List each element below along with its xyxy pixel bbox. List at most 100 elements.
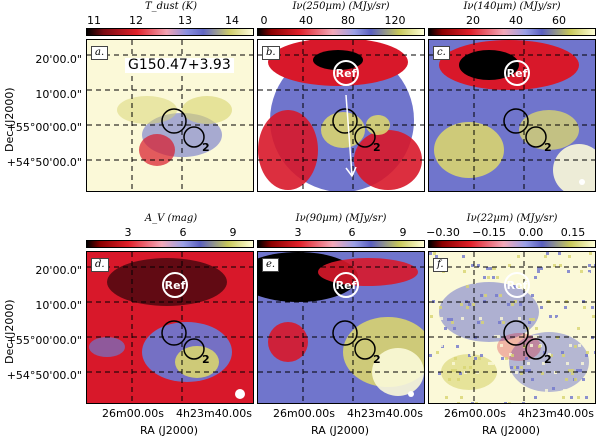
region-circle-2	[525, 126, 547, 148]
map-noise-pixel	[443, 272, 446, 275]
map-noise-pixel	[538, 345, 541, 348]
map-noise-pixel	[443, 335, 446, 338]
map-emission-region	[321, 112, 365, 148]
map-noise-pixel	[540, 267, 543, 270]
map-noise-pixel	[580, 270, 583, 273]
ytick-r2-3: +54°50'00.0"	[6, 369, 82, 382]
cbar-title-a: T_dust (K)	[144, 1, 198, 12]
region-circle-2	[525, 338, 547, 360]
panel-c: 2 Ref c.	[428, 39, 596, 192]
map-noise-pixel	[579, 369, 582, 372]
map-emission-region	[182, 96, 232, 124]
map-noise-pixel	[591, 306, 594, 309]
colorbar-c	[428, 28, 596, 36]
map-noise-pixel	[559, 264, 562, 267]
cut-arrow-head	[345, 166, 357, 178]
cbar-tick-f-3: 0.15	[560, 226, 586, 239]
map-emission-region	[434, 122, 504, 178]
cbar-title-f: Iν(22µm) (MJy/sr)	[466, 213, 558, 224]
map-noise-pixel	[517, 285, 520, 288]
map-noise-pixel	[589, 252, 592, 255]
map-noise-pixel	[568, 255, 571, 258]
map-noise-pixel	[545, 389, 548, 392]
map-noise-pixel	[478, 357, 481, 360]
map-noise-pixel	[587, 272, 590, 275]
map-noise-pixel	[498, 321, 501, 324]
panel-a: 2 a. G150.47+3.93	[86, 39, 254, 192]
beam-size-marker	[235, 389, 245, 399]
reference-region-circle	[333, 272, 359, 298]
region-circle-1	[503, 320, 529, 346]
reference-region-circle	[504, 272, 530, 298]
map-noise-pixel	[565, 378, 568, 381]
map-noise-pixel	[494, 389, 497, 392]
map-noise-pixel	[449, 344, 452, 347]
map-noise-pixel	[463, 366, 466, 369]
ytick-r1-1: 10'00.0"	[35, 88, 82, 101]
map-noise-pixel	[467, 281, 470, 284]
panel-c-map: 2 Ref	[429, 40, 595, 191]
map-noise-pixel	[550, 354, 553, 357]
map-noise-pixel	[459, 372, 462, 375]
map-noise-pixel	[577, 396, 580, 399]
colorbar-f	[428, 240, 596, 248]
map-noise-pixel	[528, 321, 531, 324]
map-noise-pixel	[507, 303, 510, 306]
map-noise-pixel	[583, 306, 586, 309]
xtick-f-0: 26m00.00s	[444, 407, 506, 420]
map-noise-pixel	[514, 300, 517, 303]
map-noise-pixel	[448, 378, 451, 381]
map-noise-pixel	[531, 378, 534, 381]
map-noise-pixel	[488, 344, 491, 347]
map-noise-pixel	[457, 402, 460, 403]
map-noise-pixel	[431, 353, 434, 356]
map-noise-pixel	[480, 354, 483, 357]
map-noise-pixel	[471, 264, 474, 267]
panel-c-letter: c.	[433, 46, 450, 60]
cbar-tick-d-1: 6	[179, 226, 187, 239]
map-noise-pixel	[437, 362, 440, 365]
map-noise-pixel	[495, 294, 498, 297]
beam-size-marker	[579, 179, 585, 185]
map-noise-pixel	[571, 369, 574, 372]
map-noise-pixel	[491, 344, 494, 347]
map-noise-pixel	[594, 351, 595, 354]
map-noise-pixel	[444, 327, 447, 330]
colorbar-a	[86, 28, 254, 36]
map-noise-pixel	[525, 357, 528, 360]
map-noise-pixel	[542, 362, 545, 365]
cbar-tick-e-0: 3	[294, 226, 302, 239]
map-noise-pixel	[511, 303, 514, 306]
colorbar-b	[257, 28, 425, 36]
map-noise-pixel	[480, 294, 483, 297]
cbar-tick-f-2: 0.00	[518, 226, 544, 239]
map-noise-pixel	[557, 281, 560, 284]
map-noise-pixel	[530, 344, 533, 347]
map-noise-pixel	[534, 396, 537, 399]
map-noise-pixel	[503, 362, 506, 365]
map-noise-pixel	[546, 252, 549, 255]
panel-f-map: 2 Ref	[429, 252, 595, 403]
map-noise-pixel	[506, 281, 509, 284]
region-circle-1	[503, 108, 529, 134]
map-noise-pixel	[581, 362, 584, 365]
map-noise-pixel	[492, 276, 495, 279]
cbar-tick-a-0: 11	[87, 14, 101, 27]
map-noise-pixel	[452, 362, 455, 365]
map-noise-pixel	[528, 369, 531, 372]
map-noise-pixel	[431, 272, 434, 275]
map-noise-pixel	[558, 252, 561, 255]
reference-region-label: Ref	[507, 279, 528, 292]
map-noise-pixel	[477, 321, 480, 324]
xtick-e-0: 26m00.00s	[273, 407, 335, 420]
map-noise-pixel	[450, 318, 453, 321]
map-noise-pixel	[513, 285, 516, 288]
map-noise-pixel	[534, 276, 537, 279]
x-axis-title-e: RA (J2000)	[311, 424, 370, 437]
xtick-f-1: 4h23m40.00s	[518, 407, 594, 420]
y-axis-title-r2: Dec (J2000)	[3, 299, 16, 364]
map-noise-pixel	[540, 306, 543, 309]
panel-f: 2 Ref f.	[428, 251, 596, 404]
map-noise-pixel	[468, 303, 471, 306]
map-emission-region	[139, 134, 175, 166]
